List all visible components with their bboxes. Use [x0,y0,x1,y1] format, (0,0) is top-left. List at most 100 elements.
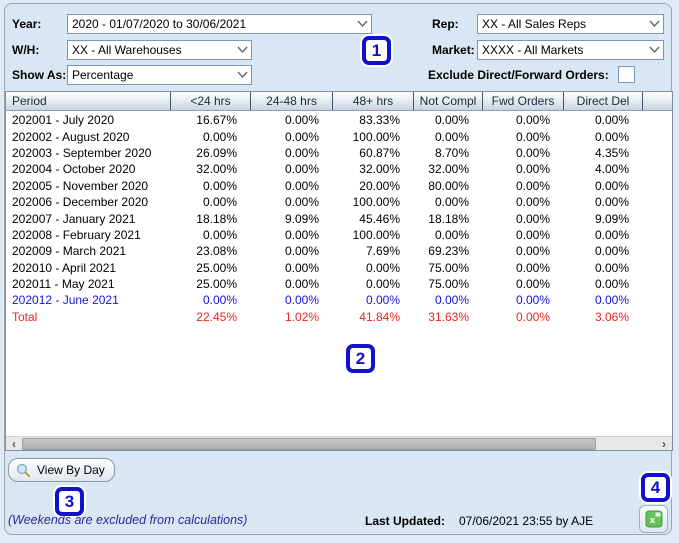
table-row[interactable]: 202010 - April 2021 25.00% 0.00% 0.00% 75.00… [6,260,672,276]
svg-text:x: x [649,515,655,526]
grid-header-row: Period <24 hrs 24-48 hrs 48+ hrs Not Compl Fw… [6,92,672,111]
value-cell: 25.00% [196,260,237,275]
value-cell: 0.00% [594,129,629,144]
period-cell: 202010 - April 2021 [12,260,117,275]
value-cell: 0.00% [202,293,237,308]
warehouse-dropdown[interactable]: XX - All Warehouses [67,40,252,60]
value-cell: 0.00% [515,195,550,210]
value-cell: 0.00% [434,227,469,242]
value-cell: 0.00% [434,129,469,144]
year-dropdown[interactable]: 2020 - 01/07/2020 to 30/06/2021 [67,14,372,34]
value-cell: 0.00% [515,211,550,226]
value-cell: 0.00% [284,145,319,160]
warehouse-dropdown-value: XX - All Warehouses [72,43,182,57]
period-cell: 202004 - October 2020 [12,162,136,177]
column-header-col4: Not Compl [414,92,483,110]
orders-grid: Period <24 hrs 24-48 hrs 48+ hrs Not Compl Fw… [5,91,673,451]
horizontal-scrollbar[interactable]: ‹ › [6,436,672,450]
value-cell: 3.06% [594,309,629,324]
weekends-note: (Weekends are excluded from calculations… [8,513,248,527]
magnifier-icon [16,463,31,477]
table-row[interactable]: 202012 - June 2021 0.00% 0.00% 0.00% 0.00% 0.… [6,292,672,308]
show-as-dropdown[interactable]: Percentage [67,65,252,85]
rep-dropdown[interactable]: XX - All Sales Reps [477,14,664,34]
value-cell: 0.00% [284,113,319,128]
value-cell: 100.00% [352,227,400,242]
value-cell: 0.00% [594,277,629,292]
chevron-down-icon [237,46,248,54]
value-cell: 0.00% [594,293,629,308]
view-by-day-button[interactable]: View By Day [8,458,115,482]
value-cell: 0.00% [202,227,237,242]
period-cell: 202008 - February 2021 [12,227,141,242]
value-cell: 4.00% [594,162,629,177]
warehouse-label: W/H: [12,43,40,57]
value-cell: 9.09% [284,211,319,226]
excel-icon: x [645,510,662,528]
value-cell: 4.35% [594,145,629,160]
export-to-excel-button[interactable]: x [639,505,668,533]
table-row[interactable]: 202008 - February 2021 0.00% 0.00% 100.00% 0… [6,227,672,243]
value-cell: 0.00% [515,244,550,259]
value-cell: 0.00% [594,260,629,275]
show-as-dropdown-value: Percentage [72,68,134,82]
value-cell: 0.00% [515,113,550,128]
chevron-down-icon [649,20,660,28]
value-cell: 0.00% [434,195,469,210]
chevron-down-icon [649,46,660,54]
value-cell: 75.00% [428,260,469,275]
table-row[interactable]: 202003 - September 2020 26.09% 0.00% 60.87%… [6,145,672,161]
value-cell: 0.00% [594,227,629,242]
column-header-col3: 48+ hrs [333,92,414,110]
value-cell: 41.84% [359,309,400,324]
value-cell: 23.08% [196,244,237,259]
value-cell: 0.00% [515,227,550,242]
value-cell: 80.00% [428,178,469,193]
table-row[interactable]: 202005 - November 2020 0.00% 0.00% 20.00% 80… [6,178,672,194]
chevron-down-icon [357,20,368,28]
value-cell: 18.18% [428,211,469,226]
value-cell: 0.00% [284,293,319,308]
value-cell: 20.00% [359,178,400,193]
rep-dropdown-value: XX - All Sales Reps [482,17,587,31]
exclude-orders-label: Exclude Direct/Forward Orders: [428,68,609,82]
value-cell: 0.00% [284,227,319,242]
scroll-right-icon[interactable]: › [662,436,666,451]
value-cell: 0.00% [202,129,237,144]
period-cell: Total [12,309,38,324]
market-label: Market: [432,43,475,57]
scrollbar-thumb[interactable] [22,438,596,450]
column-header-filler [643,92,672,110]
total-row[interactable]: Total 22.45% 1.02% 41.84% 31.63% 0.00% 3.06% [6,309,672,325]
value-cell: 26.09% [196,145,237,160]
period-cell: 202007 - January 2021 [12,211,136,226]
last-updated-value: 07/06/2021 23:55 by AJE [459,514,594,528]
value-cell: 45.46% [359,211,400,226]
value-cell: 0.00% [284,178,319,193]
value-cell: 0.00% [594,113,629,128]
value-cell: 9.09% [594,211,629,226]
market-dropdown[interactable]: XXXX - All Markets [477,40,664,60]
value-cell: 0.00% [284,277,319,292]
table-row[interactable]: 202004 - October 2020 32.00% 0.00% 32.00% 32… [6,161,672,177]
table-row[interactable]: 202009 - March 2021 23.08% 0.00% 7.69% 69.23… [6,243,672,259]
show-as-label: Show As: [12,68,67,82]
year-dropdown-value: 2020 - 01/07/2020 to 30/06/2021 [72,17,247,31]
table-row[interactable]: 202002 - August 2020 0.00% 0.00% 100.00% 0.0… [6,128,672,144]
rep-label: Rep: [432,17,459,31]
scroll-left-icon[interactable]: ‹ [12,436,16,451]
value-cell: 0.00% [515,162,550,177]
annotation-4: 4 [641,473,670,502]
table-row[interactable]: 202007 - January 2021 18.18% 9.09% 45.46% 18… [6,210,672,226]
column-header-col2: 24-48 hrs [251,92,333,110]
period-cell: 202002 - August 2020 [12,129,130,144]
value-cell: 22.45% [196,309,237,324]
table-row[interactable]: 202006 - December 2020 0.00% 0.00% 100.00% 0… [6,194,672,210]
table-row[interactable]: 202011 - May 2021 25.00% 0.00% 0.00% 75.00% 0… [6,276,672,292]
value-cell: 0.00% [434,113,469,128]
table-row[interactable]: 202001 - July 2020 16.67% 0.00% 83.33% 0.00%… [6,112,672,128]
exclude-orders-checkbox[interactable] [618,66,635,83]
value-cell: 83.33% [359,113,400,128]
value-cell: 7.69% [365,244,400,259]
